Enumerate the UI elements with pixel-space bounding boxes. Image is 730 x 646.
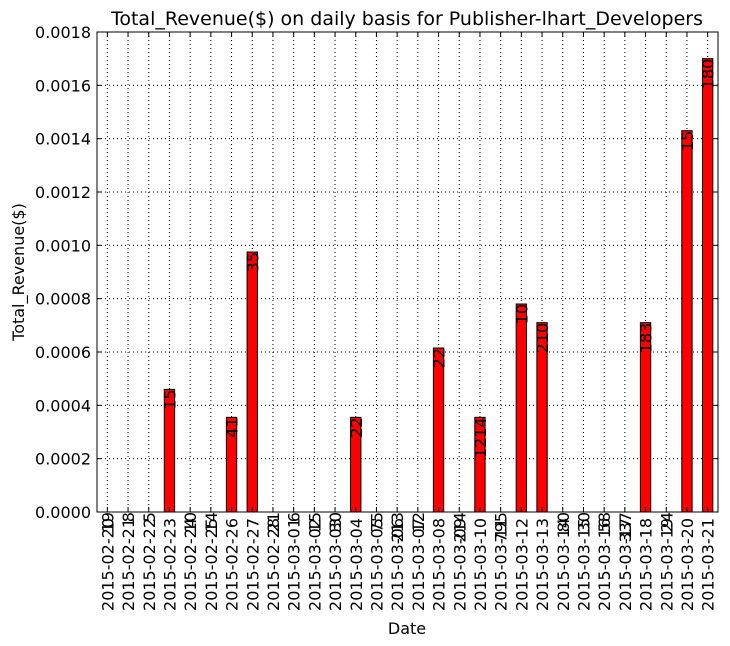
bar-value-label: 41 (223, 417, 242, 437)
bar-value-label: 1214 (471, 417, 490, 458)
bar-value-label: 30 (326, 512, 345, 532)
y-axis-label: Total_Revenue($) (9, 203, 29, 342)
y-tick-label: 0.0008 (35, 290, 91, 309)
bar-value-label: 30 (574, 512, 593, 532)
x-tick-label: 2015-03-14 (554, 518, 573, 611)
bar (701, 58, 714, 513)
y-tick-label: 0.0016 (35, 76, 91, 95)
bars (163, 58, 714, 513)
bar-value-label: 180 (699, 59, 718, 90)
plot-frame (96, 31, 719, 513)
x-tick-label: 2015-03-04 (347, 518, 366, 611)
bar-value-label: 5 (140, 512, 159, 522)
bar (681, 130, 693, 513)
bar (432, 347, 445, 513)
x-tick-label: 2015-03-21 (699, 518, 718, 611)
y-tick-label: 0.0002 (35, 450, 91, 469)
x-tick-label: 2015-03-06 (388, 518, 407, 611)
bar-value-label: 15 (678, 131, 697, 151)
chart-title: Total_Revenue($) on daily basis for Publ… (110, 8, 703, 30)
x-axis-ticks: 2015-02-20 2015-02-21 2015-02-22 2015-02-23… (98, 32, 718, 611)
bar-value-label: 58 (595, 512, 614, 532)
y-tick-label: 0.0012 (35, 183, 91, 202)
x-tick-label: 2015-02-25 (202, 518, 221, 611)
x-tick-label: 2015-03-01 (285, 518, 304, 611)
x-tick-label: 2015-03-17 (616, 518, 635, 611)
x-tick-label: 2015-03-15 (574, 518, 593, 611)
bar-value-label: 795 (492, 512, 511, 543)
bar-value-label: 22 (347, 417, 366, 437)
bar-value-label: 75 (367, 512, 386, 532)
x-axis-label: Date (388, 619, 426, 638)
x-tick-label: 2015-03-18 (637, 518, 656, 611)
bar-value-label: 14 (202, 512, 221, 532)
bar-value-label: 12 (409, 512, 428, 532)
bar-value-label: 22 (430, 348, 449, 368)
x-tick-label: 2015-03-10 (471, 518, 490, 611)
y-tick-label: 0.0018 (35, 23, 91, 42)
bar-value-label: 8 (119, 512, 138, 522)
bar-value-label: 24 (657, 512, 676, 532)
bar-value-label: 15 (160, 389, 179, 409)
x-tick-label: 2015-02-21 (119, 518, 138, 611)
x-tick-label: 2015-03-11 (492, 518, 511, 611)
bar-value-label: 10 (512, 304, 531, 324)
x-tick-label: 2015-03-16 (595, 518, 614, 611)
bar-value-label: 10 (181, 512, 200, 532)
x-tick-label: 2015-03-12 (512, 518, 531, 611)
bar-value-label: 80 (554, 512, 573, 532)
bar-value-label: 15 (305, 512, 324, 532)
x-tick-label: 2015-03-03 (326, 518, 345, 611)
y-tick-label: 0.0006 (35, 343, 91, 362)
y-axis-ticks: 0.0000 0.0002 0.0004 0.0006 0.0008 0.0010 0.00… (35, 23, 718, 522)
x-tick-label: 2015-02-22 (140, 518, 159, 611)
bar-value-label: 337 (616, 512, 635, 543)
x-tick-label: 2015-02-23 (160, 518, 179, 611)
y-tick-label: 0.0010 (35, 236, 91, 255)
x-tick-label: 2015-03-13 (533, 518, 552, 611)
x-tick-label: 2015-03-05 (367, 518, 386, 611)
bar-value-label: 213 (388, 512, 407, 543)
x-tick-label: 2015-02-28 (264, 518, 283, 611)
x-tick-label: 2015-03-07 (409, 518, 428, 611)
grid-lines (97, 32, 718, 512)
x-tick-label: 2015-02-24 (181, 518, 200, 611)
x-tick-label: 2015-03-02 (305, 518, 324, 611)
bar-value-label: 19 (98, 512, 117, 532)
x-tick-label: 2015-03-09 (450, 518, 469, 611)
bar-value-label: 183 (637, 323, 656, 354)
bar-value-label: 21 (264, 512, 283, 532)
y-tick-label: 0.0014 (35, 130, 91, 149)
x-tick-label: 2015-03-19 (657, 518, 676, 611)
bar-value-label: 214 (450, 512, 469, 543)
y-tick-label: 0.0000 (35, 503, 91, 522)
x-tick-label: 2015-02-26 (223, 518, 242, 611)
x-tick-label: 2015-02-20 (98, 518, 117, 611)
bar-value-label: 35 (243, 252, 262, 272)
x-tick-label: 2015-03-20 (678, 518, 697, 611)
y-tick-label: 0.0004 (35, 396, 91, 415)
bar (515, 303, 528, 513)
bar-value-label: 6 (285, 512, 304, 522)
x-tick-label: 2015-02-27 (243, 518, 262, 611)
x-tick-label: 2015-03-08 (430, 518, 449, 611)
bar (246, 251, 258, 513)
bar-value-label: 210 (533, 323, 552, 354)
